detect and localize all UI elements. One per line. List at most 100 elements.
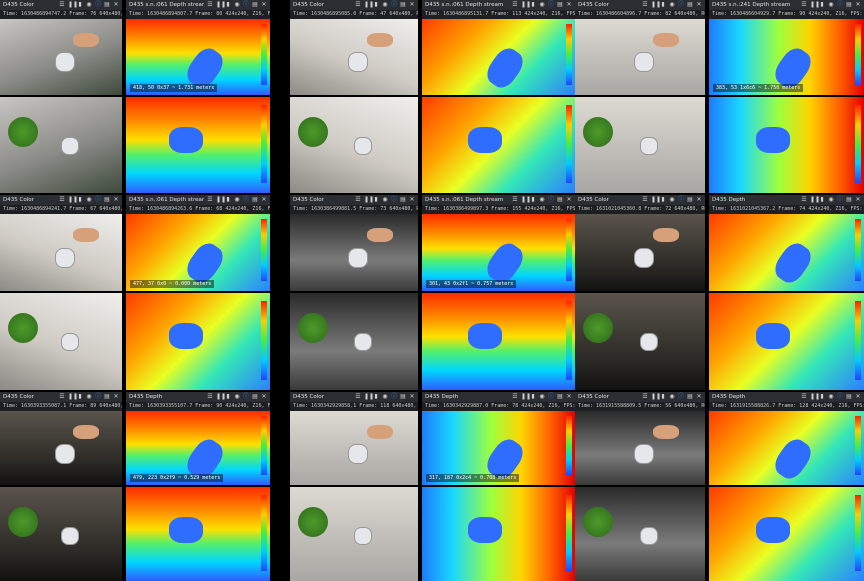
pause2-icon[interactable]: ▮ bbox=[374, 1, 378, 8]
save-icon[interactable]: ▤ bbox=[252, 1, 258, 8]
pause-icon[interactable]: ❚❚ bbox=[521, 393, 532, 400]
pause-icon[interactable]: ❚❚ bbox=[364, 196, 375, 203]
pause2-icon[interactable]: ▮ bbox=[820, 196, 824, 203]
camera-icon[interactable]: ◉ bbox=[828, 393, 834, 400]
stream-pane-r1c2a[interactable]: D435 Color ☰ ❚❚ ▮ ◉ ⓘ ▤ ✕ Time: 1631021045360.8 … bbox=[575, 195, 705, 291]
pause2-icon[interactable]: ▮ bbox=[226, 393, 230, 400]
camera-icon[interactable]: ◉ bbox=[382, 196, 388, 203]
camera-icon[interactable]: ◉ bbox=[539, 393, 545, 400]
save-icon[interactable]: ▤ bbox=[252, 393, 258, 400]
save-icon[interactable]: ▤ bbox=[400, 1, 406, 8]
list-icon[interactable]: ☰ bbox=[355, 196, 361, 203]
list-icon[interactable]: ☰ bbox=[355, 1, 361, 8]
list-icon[interactable]: ☰ bbox=[207, 393, 213, 400]
pause-icon[interactable]: ❚❚ bbox=[521, 196, 532, 203]
close-icon[interactable]: ✕ bbox=[261, 393, 267, 400]
info-icon[interactable]: ⓘ bbox=[837, 393, 844, 400]
save-icon[interactable]: ▤ bbox=[846, 393, 852, 400]
save-icon[interactable]: ▤ bbox=[104, 196, 110, 203]
save-icon[interactable]: ▤ bbox=[104, 393, 110, 400]
pause2-icon[interactable]: ▮ bbox=[820, 393, 824, 400]
close-icon[interactable]: ✕ bbox=[409, 393, 415, 400]
close-icon[interactable]: ✕ bbox=[409, 1, 415, 8]
pause-icon[interactable]: ❚❚ bbox=[810, 393, 821, 400]
save-icon[interactable]: ▤ bbox=[400, 393, 406, 400]
camera-icon[interactable]: ◉ bbox=[669, 196, 675, 203]
pause2-icon[interactable]: ▮ bbox=[78, 196, 82, 203]
list-icon[interactable]: ☰ bbox=[512, 1, 518, 8]
stream-pane-r1c1b[interactable]: D435 s.n.:061 Depth stream ☰ ❚❚ ▮ ◉ ⓘ ▤ ✕ Time: … bbox=[422, 195, 575, 291]
close-icon[interactable]: ✕ bbox=[566, 196, 572, 203]
pause2-icon[interactable]: ▮ bbox=[661, 393, 665, 400]
camera-icon[interactable]: ◉ bbox=[86, 196, 92, 203]
pause2-icon[interactable]: ▮ bbox=[531, 393, 535, 400]
pause2-icon[interactable]: ▮ bbox=[661, 1, 665, 8]
save-icon[interactable]: ▤ bbox=[557, 1, 563, 8]
pause2-icon[interactable]: ▮ bbox=[374, 196, 378, 203]
pause2-icon[interactable]: ▮ bbox=[820, 1, 824, 8]
list-icon[interactable]: ☰ bbox=[207, 1, 213, 8]
list-icon[interactable]: ☰ bbox=[512, 393, 518, 400]
stream-pane-r0c1b[interactable]: D435 s.n.:061 Depth stream ☰ ❚❚ ▮ ◉ ⓘ ▤ ✕ Time: … bbox=[422, 0, 575, 95]
close-icon[interactable]: ✕ bbox=[409, 196, 415, 203]
save-icon[interactable]: ▤ bbox=[557, 196, 563, 203]
close-icon[interactable]: ✕ bbox=[566, 393, 572, 400]
list-icon[interactable]: ☰ bbox=[59, 1, 65, 8]
stream-pane-r0c2a[interactable]: D435 Color ☰ ❚❚ ▮ ◉ ⓘ ▤ ✕ Time: 1630486604896.7 … bbox=[575, 0, 705, 95]
close-icon[interactable]: ✕ bbox=[696, 196, 702, 203]
save-icon[interactable]: ▤ bbox=[252, 196, 258, 203]
stream-pane-r2c0b[interactable]: D435 Depth ☰ ❚❚ ▮ ◉ ⓘ ▤ ✕ Time: 1630393355107.7 … bbox=[126, 392, 270, 485]
pause2-icon[interactable]: ▮ bbox=[226, 196, 230, 203]
stream-pane-r1c1a[interactable]: D435 Color ☰ ❚❚ ▮ ◉ ⓘ ▤ ✕ Time: 1630386499881.5 … bbox=[290, 195, 418, 291]
list-icon[interactable]: ☰ bbox=[801, 1, 807, 8]
list-icon[interactable]: ☰ bbox=[207, 196, 213, 203]
pause-icon[interactable]: ❚❚ bbox=[810, 1, 821, 8]
stream-pane-r0c2b[interactable]: D435 s.n.:241 Depth stream ☰ ❚❚ ▮ ◉ ⓘ ▤ ✕ Time: … bbox=[709, 0, 864, 95]
info-icon[interactable]: ⓘ bbox=[243, 196, 250, 203]
info-icon[interactable]: ⓘ bbox=[95, 1, 102, 8]
close-icon[interactable]: ✕ bbox=[855, 1, 861, 8]
list-icon[interactable]: ☰ bbox=[642, 196, 648, 203]
save-icon[interactable]: ▤ bbox=[687, 196, 693, 203]
close-icon[interactable]: ✕ bbox=[113, 1, 119, 8]
close-icon[interactable]: ✕ bbox=[566, 1, 572, 8]
save-icon[interactable]: ▤ bbox=[846, 1, 852, 8]
info-icon[interactable]: ⓘ bbox=[837, 196, 844, 203]
pause-icon[interactable]: ❚❚ bbox=[810, 196, 821, 203]
camera-icon[interactable]: ◉ bbox=[234, 196, 240, 203]
pause2-icon[interactable]: ▮ bbox=[78, 1, 82, 8]
list-icon[interactable]: ☰ bbox=[59, 393, 65, 400]
close-icon[interactable]: ✕ bbox=[696, 393, 702, 400]
pause2-icon[interactable]: ▮ bbox=[531, 196, 535, 203]
save-icon[interactable]: ▤ bbox=[557, 393, 563, 400]
close-icon[interactable]: ✕ bbox=[113, 196, 119, 203]
pause-icon[interactable]: ❚❚ bbox=[651, 196, 662, 203]
save-icon[interactable]: ▤ bbox=[687, 393, 693, 400]
pause-icon[interactable]: ❚❚ bbox=[651, 1, 662, 8]
stream-pane-r1c2b[interactable]: D435 Depth ☰ ❚❚ ▮ ◉ ⓘ ▤ ✕ Time: 1631021045367.2 … bbox=[709, 195, 864, 291]
camera-icon[interactable]: ◉ bbox=[234, 393, 240, 400]
info-icon[interactable]: ⓘ bbox=[95, 196, 102, 203]
camera-icon[interactable]: ◉ bbox=[539, 196, 545, 203]
list-icon[interactable]: ☰ bbox=[512, 196, 518, 203]
info-icon[interactable]: ⓘ bbox=[391, 196, 398, 203]
info-icon[interactable]: ⓘ bbox=[678, 393, 685, 400]
stream-pane-r2c2a[interactable]: D435 Color ☰ ❚❚ ▮ ◉ ⓘ ▤ ✕ Time: 1631915588809.5 … bbox=[575, 392, 705, 485]
pause-icon[interactable]: ❚❚ bbox=[651, 393, 662, 400]
stream-pane-r0c0a[interactable]: D435 Color ☰ ❚❚ ▮ ◉ ⓘ ▤ ✕ Time: 1630486894747.2 … bbox=[0, 0, 122, 95]
camera-icon[interactable]: ◉ bbox=[828, 196, 834, 203]
pause-icon[interactable]: ❚❚ bbox=[68, 393, 79, 400]
info-icon[interactable]: ⓘ bbox=[243, 1, 250, 8]
camera-icon[interactable]: ◉ bbox=[86, 1, 92, 8]
list-icon[interactable]: ☰ bbox=[642, 393, 648, 400]
camera-icon[interactable]: ◉ bbox=[86, 393, 92, 400]
close-icon[interactable]: ✕ bbox=[855, 196, 861, 203]
camera-icon[interactable]: ◉ bbox=[669, 1, 675, 8]
stream-pane-r2c0a[interactable]: D435 Color ☰ ❚❚ ▮ ◉ ⓘ ▤ ✕ Time: 1630393355087.1 … bbox=[0, 392, 122, 485]
save-icon[interactable]: ▤ bbox=[846, 196, 852, 203]
stream-pane-r2c2b[interactable]: D435 Depth ☰ ❚❚ ▮ ◉ ⓘ ▤ ✕ Time: 1631915588826.7 … bbox=[709, 392, 864, 485]
camera-icon[interactable]: ◉ bbox=[828, 1, 834, 8]
info-icon[interactable]: ⓘ bbox=[548, 393, 555, 400]
info-icon[interactable]: ⓘ bbox=[391, 1, 398, 8]
pause-icon[interactable]: ❚❚ bbox=[216, 1, 227, 8]
